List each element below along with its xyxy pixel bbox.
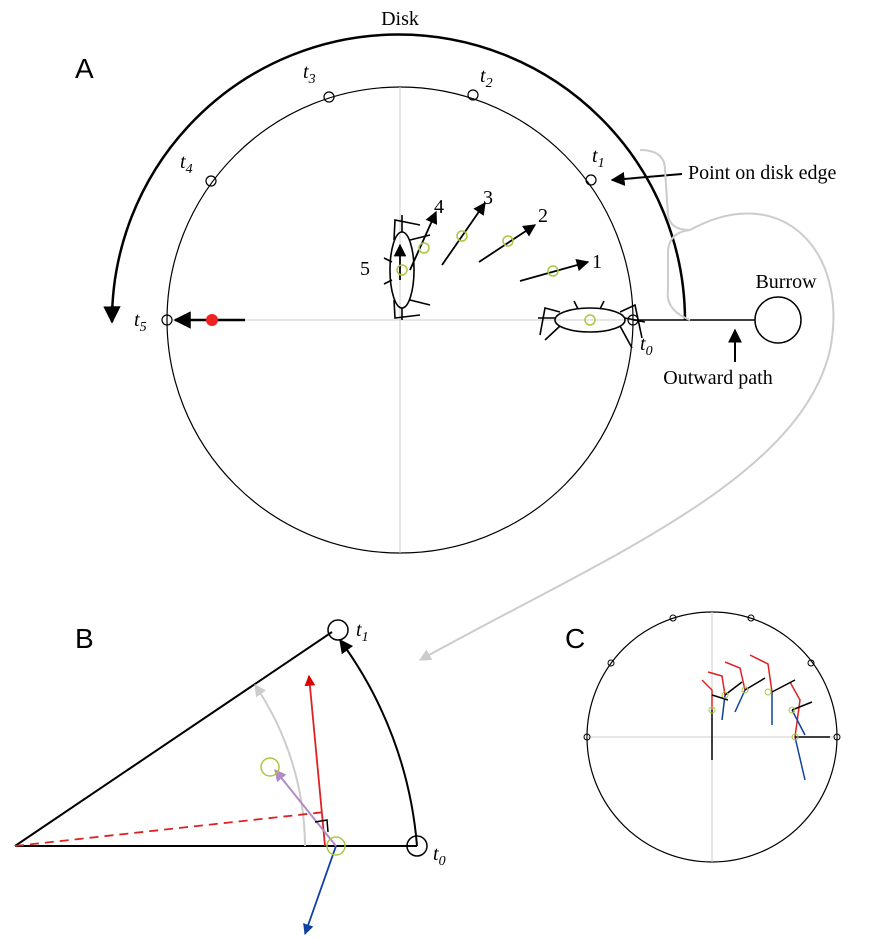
time-label: t1 [592, 145, 605, 171]
edge-points [583, 614, 841, 741]
time-label: t0 [640, 333, 653, 359]
point-arrow [610, 171, 683, 186]
blue-arrow [303, 845, 337, 936]
crab [383, 215, 431, 320]
step-label: 2 [538, 205, 548, 227]
time-label: t2 [480, 65, 493, 91]
step-label: 3 [483, 187, 493, 209]
time-label: t4 [180, 151, 193, 177]
centroid [260, 757, 280, 777]
panel-c: C [565, 611, 841, 863]
crab [538, 300, 646, 349]
time-label: t1 [356, 619, 369, 645]
panel-label: A [75, 53, 94, 84]
burrow [754, 296, 802, 344]
vectors [701, 654, 830, 781]
panel-label: B [75, 623, 94, 654]
edge [14, 631, 333, 847]
step-arrows [393, 201, 590, 282]
disk-label: Disk [381, 8, 419, 30]
edge-point [406, 835, 428, 857]
time-label: t0 [433, 843, 446, 869]
bracket [639, 149, 691, 321]
disk-arc [103, 33, 687, 324]
time-label: t3 [303, 61, 316, 87]
step-label: 5 [360, 258, 370, 280]
centroids [708, 686, 799, 741]
red-dot [206, 314, 218, 326]
right-angle [314, 819, 329, 833]
burrow-label: Burrow [755, 271, 817, 293]
step-label: 1 [592, 251, 602, 273]
zoom-arrow [418, 212, 835, 661]
panel-label: C [565, 623, 585, 654]
step-label: 4 [434, 196, 444, 218]
edge-point [327, 619, 349, 641]
panel-b: B t0 t1 [14, 619, 446, 936]
centroid [326, 836, 346, 856]
gray-arc [254, 684, 306, 847]
red-arrow [304, 674, 326, 847]
centroids [396, 230, 596, 326]
dashed-line [14, 811, 326, 847]
point-label: Point on disk edge [688, 162, 836, 184]
disk-arc [339, 638, 418, 847]
panel-a: A Disk Burrow Outward path Point on disk… [75, 8, 836, 661]
path-label: Outward path [663, 367, 772, 389]
purple-arrow [274, 769, 337, 847]
edge-points [161, 89, 639, 326]
time-label: t5 [134, 309, 147, 335]
